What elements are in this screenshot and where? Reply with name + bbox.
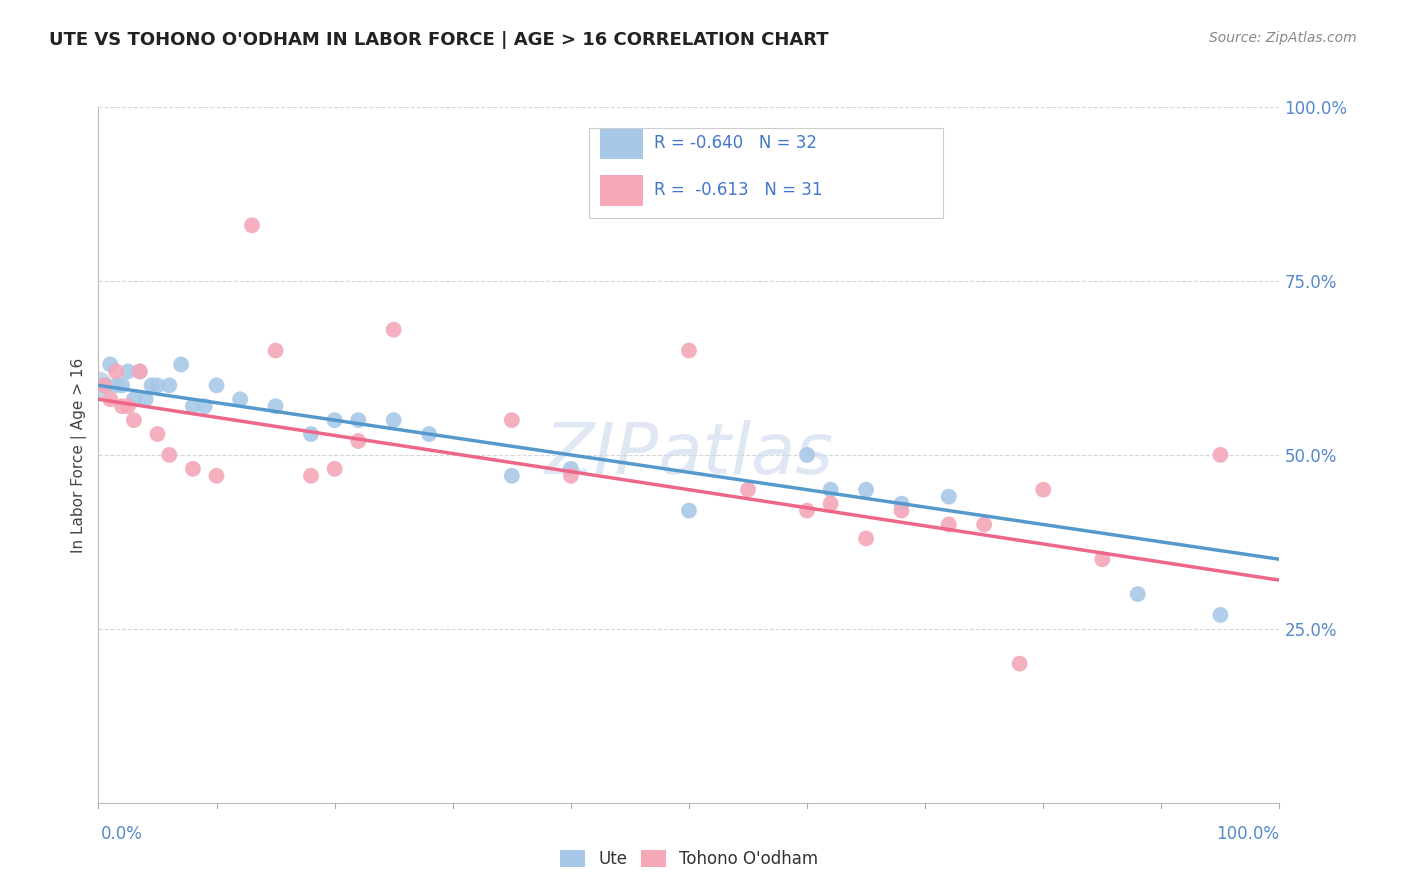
Point: [157, 378, 180, 392]
Point: [890, 497, 912, 511]
Point: [796, 503, 818, 517]
Point: [737, 483, 759, 497]
Point: [323, 413, 346, 427]
Point: [299, 468, 322, 483]
Point: [194, 399, 217, 413]
Point: [501, 468, 523, 483]
Text: R =  -0.613   N = 31: R = -0.613 N = 31: [654, 181, 823, 199]
Point: [1209, 607, 1232, 622]
Point: [146, 427, 169, 442]
Point: [1209, 448, 1232, 462]
Point: [938, 517, 960, 532]
Point: [170, 358, 193, 372]
Point: [117, 364, 139, 378]
Point: [105, 364, 128, 378]
Point: [890, 503, 912, 517]
Point: [820, 483, 842, 497]
Point: [973, 517, 995, 532]
Point: [122, 413, 145, 427]
Text: Source: ZipAtlas.com: Source: ZipAtlas.com: [1209, 31, 1357, 45]
Point: [181, 399, 204, 413]
Point: [128, 364, 150, 378]
Point: [382, 413, 405, 427]
Point: [205, 378, 228, 392]
Text: ZIPatlas: ZIPatlas: [544, 420, 834, 490]
Text: 0.0%: 0.0%: [101, 825, 143, 843]
Text: UTE VS TOHONO O'ODHAM IN LABOR FORCE | AGE > 16 CORRELATION CHART: UTE VS TOHONO O'ODHAM IN LABOR FORCE | A…: [49, 31, 828, 49]
Point: [105, 378, 128, 392]
Legend: Ute, Tohono O'odham: Ute, Tohono O'odham: [553, 843, 825, 874]
Point: [98, 358, 121, 372]
Point: [299, 427, 322, 442]
Point: [1091, 552, 1114, 566]
Text: 100.0%: 100.0%: [1216, 825, 1279, 843]
Point: [93, 378, 115, 392]
Point: [229, 392, 252, 407]
Point: [157, 448, 180, 462]
FancyBboxPatch shape: [600, 128, 643, 159]
Point: [1008, 657, 1031, 671]
Point: [128, 364, 150, 378]
Point: [205, 468, 228, 483]
Point: [141, 378, 163, 392]
Point: [1032, 483, 1054, 497]
Point: [796, 448, 818, 462]
Point: [122, 392, 145, 407]
Point: [111, 399, 134, 413]
Point: [264, 343, 287, 358]
Point: [1126, 587, 1149, 601]
Point: [98, 392, 121, 407]
Point: [135, 392, 157, 407]
Text: R = -0.640   N = 32: R = -0.640 N = 32: [654, 134, 817, 153]
FancyBboxPatch shape: [589, 128, 943, 219]
Point: [146, 378, 169, 392]
Point: [87, 378, 110, 392]
Point: [855, 532, 877, 546]
Point: [111, 378, 134, 392]
Point: [323, 462, 346, 476]
Point: [418, 427, 440, 442]
Point: [855, 483, 877, 497]
Point: [938, 490, 960, 504]
Point: [93, 378, 115, 392]
Point: [181, 462, 204, 476]
Point: [678, 343, 700, 358]
Point: [240, 219, 263, 233]
Point: [678, 503, 700, 517]
Point: [560, 468, 582, 483]
Point: [264, 399, 287, 413]
Point: [347, 413, 370, 427]
Point: [382, 323, 405, 337]
Y-axis label: In Labor Force | Age > 16: In Labor Force | Age > 16: [72, 358, 87, 552]
Point: [347, 434, 370, 448]
Point: [501, 413, 523, 427]
Point: [820, 497, 842, 511]
Point: [117, 399, 139, 413]
Point: [560, 462, 582, 476]
FancyBboxPatch shape: [600, 175, 643, 206]
